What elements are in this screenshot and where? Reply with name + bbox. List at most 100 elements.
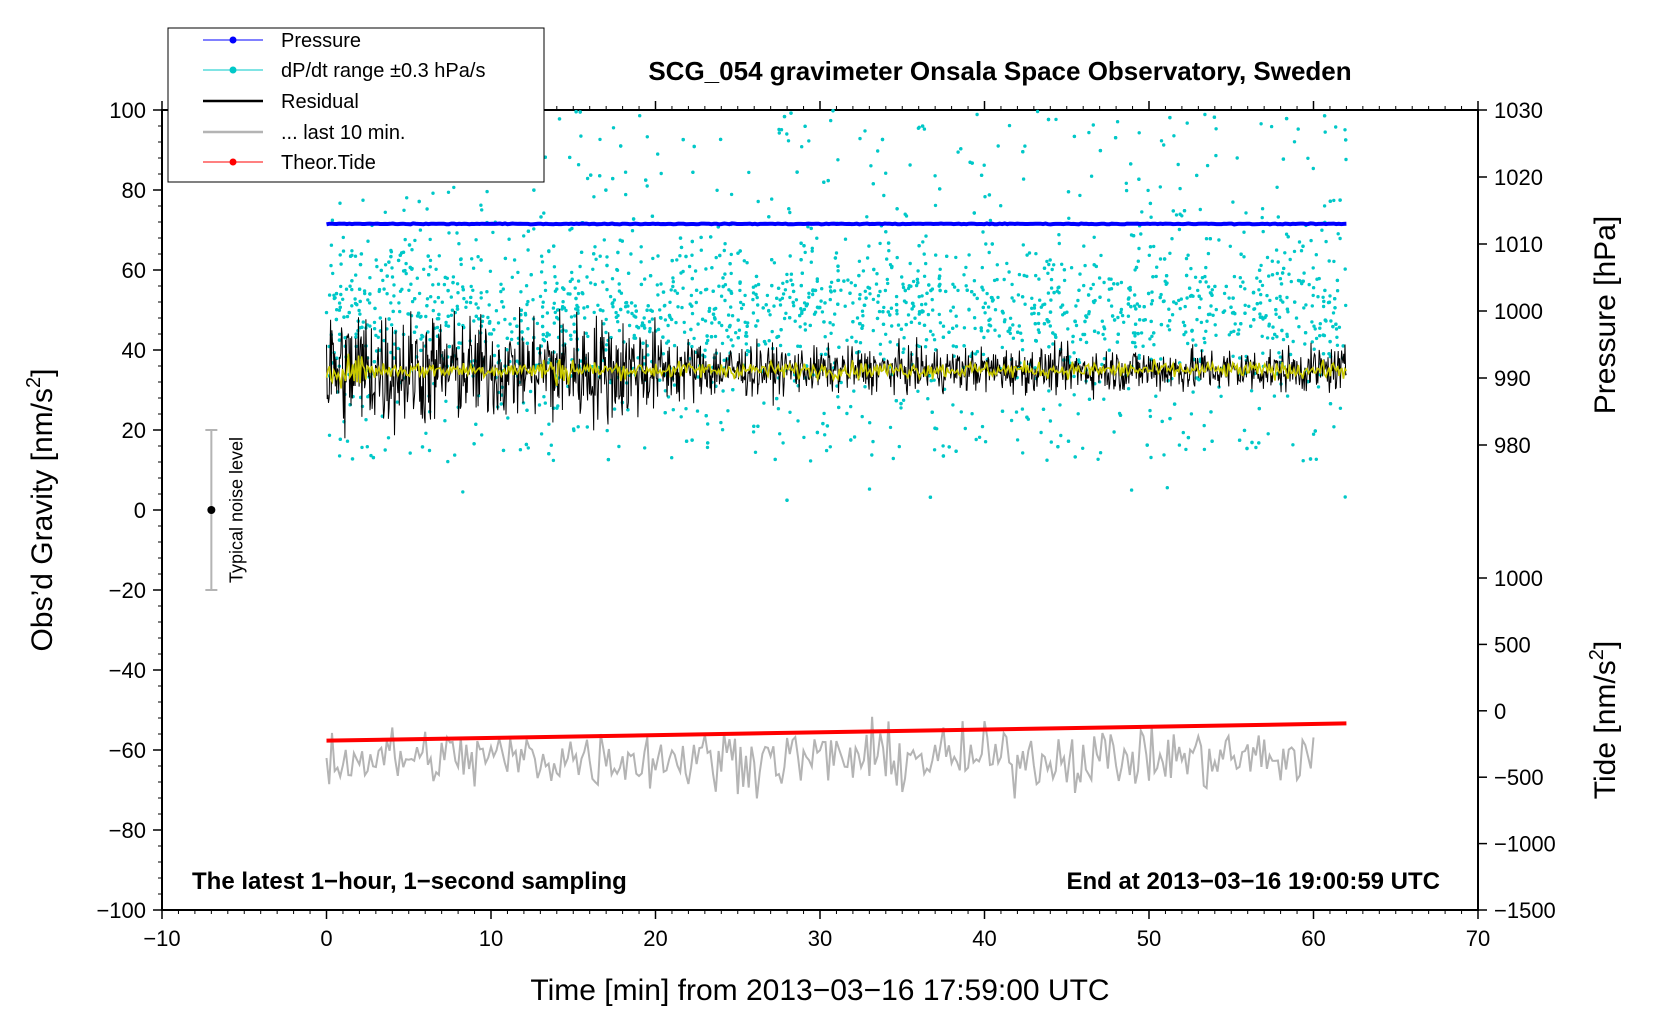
- dpdt-point: [1200, 276, 1205, 280]
- dpdt-point: [409, 282, 413, 286]
- dpdt-point: [350, 304, 354, 308]
- dpdt-point: [777, 127, 781, 132]
- dpdt-point: [545, 334, 549, 338]
- dpdt-point: [883, 288, 888, 293]
- dpdt-point: [520, 330, 524, 334]
- dpdt-point: [1170, 313, 1175, 317]
- dpdt-point: [861, 314, 865, 318]
- dpdt-point: [1275, 271, 1280, 276]
- dpdt-point: [968, 160, 972, 164]
- dpdt-point: [810, 249, 814, 253]
- dpdt-point: [547, 452, 551, 456]
- dpdt-point: [673, 289, 677, 293]
- dpdt-point: [691, 170, 695, 174]
- dpdt-point: [803, 328, 808, 332]
- dpdt-point: [329, 263, 333, 268]
- dpdt-point: [872, 267, 876, 272]
- dpdt-point: [476, 255, 480, 259]
- dpdt-point: [447, 231, 451, 235]
- dpdt-point: [1314, 253, 1319, 257]
- dpdt-point: [947, 330, 951, 334]
- dpdt-point: [865, 256, 870, 260]
- dpdt-point: [682, 330, 687, 334]
- dpdt-point: [1285, 295, 1289, 300]
- dpdt-point: [1288, 352, 1293, 357]
- dpdt-point: [894, 399, 898, 403]
- dpdt-point: [1174, 301, 1178, 306]
- dpdt-point: [589, 173, 593, 177]
- dpdt-point: [415, 314, 420, 318]
- dpdt-point: [532, 188, 536, 192]
- dpdt-point: [786, 139, 791, 143]
- dpdt-point: [1181, 430, 1186, 435]
- dpdt-point: [1124, 181, 1129, 185]
- dpdt-point: [407, 243, 412, 247]
- dpdt-point: [802, 307, 807, 312]
- dpdt-point: [899, 327, 904, 331]
- dpdt-point: [670, 258, 674, 263]
- dpdt-point: [1005, 261, 1009, 266]
- dpdt-point: [704, 414, 708, 418]
- dpdt-point: [1152, 244, 1156, 249]
- dpdt-point: [557, 117, 562, 121]
- dpdt-point: [1176, 162, 1180, 167]
- dpdt-point: [713, 317, 717, 321]
- dpdt-point: [770, 258, 774, 262]
- dpdt-point: [823, 433, 827, 437]
- dpdt-point: [1270, 273, 1275, 277]
- dpdt-point: [614, 310, 618, 315]
- dpdt-point: [864, 296, 868, 300]
- dpdt-point: [1276, 215, 1281, 219]
- y-axis-left-title: Obs’d Gravity [nm/s2]: [23, 369, 59, 652]
- dpdt-point: [933, 174, 937, 178]
- dpdt-point: [1309, 238, 1313, 243]
- dpdt-point: [338, 305, 342, 309]
- dpdt-point: [904, 214, 909, 218]
- dpdt-point: [714, 255, 718, 260]
- dpdt-point: [1137, 131, 1141, 135]
- dpdt-point: [910, 307, 914, 311]
- dpdt-point: [921, 240, 925, 244]
- dpdt-point: [1179, 297, 1184, 301]
- dpdt-point: [642, 323, 646, 328]
- dpdt-point: [1282, 266, 1286, 271]
- dpdt-point: [1097, 276, 1102, 280]
- dpdt-point: [878, 342, 883, 346]
- dpdt-point: [938, 187, 942, 191]
- dpdt-point: [705, 287, 709, 291]
- dpdt-point: [1126, 302, 1131, 306]
- dpdt-point: [605, 428, 609, 433]
- dpdt-point: [1208, 237, 1213, 241]
- dpdt-point: [895, 312, 899, 316]
- dpdt-point: [999, 204, 1003, 208]
- dpdt-point: [337, 308, 342, 312]
- dpdt-point: [1322, 114, 1327, 118]
- dpdt-point: [1269, 124, 1274, 129]
- dpdt-point: [1102, 357, 1107, 361]
- dpdt-point: [542, 395, 546, 399]
- dpdt-point: [884, 332, 888, 336]
- dpdt-point: [1163, 279, 1167, 283]
- dpdt-point: [700, 317, 705, 321]
- dpdt-point: [1285, 307, 1290, 311]
- dpdt-point: [857, 259, 862, 263]
- dpdt-point: [1072, 374, 1076, 379]
- dpdt-point: [1334, 322, 1338, 326]
- dpdt-point: [1303, 342, 1307, 346]
- dpdt-point: [347, 310, 351, 315]
- dpdt-point: [956, 150, 960, 154]
- dpdt-point: [1082, 283, 1086, 288]
- dpdt-point: [829, 331, 833, 335]
- dpdt-point: [1046, 320, 1050, 324]
- dpdt-point: [431, 308, 435, 313]
- dpdt-point: [1303, 331, 1308, 335]
- dpdt-point: [1344, 157, 1348, 162]
- dpdt-point: [800, 311, 804, 315]
- dpdt-point: [1032, 311, 1036, 315]
- dpdt-point: [895, 308, 899, 313]
- dpdt-point: [839, 380, 843, 385]
- dpdt-point: [1021, 177, 1026, 181]
- dpdt-point: [1053, 333, 1057, 337]
- dpdt-point: [1098, 451, 1103, 455]
- dpdt-point: [1025, 415, 1029, 419]
